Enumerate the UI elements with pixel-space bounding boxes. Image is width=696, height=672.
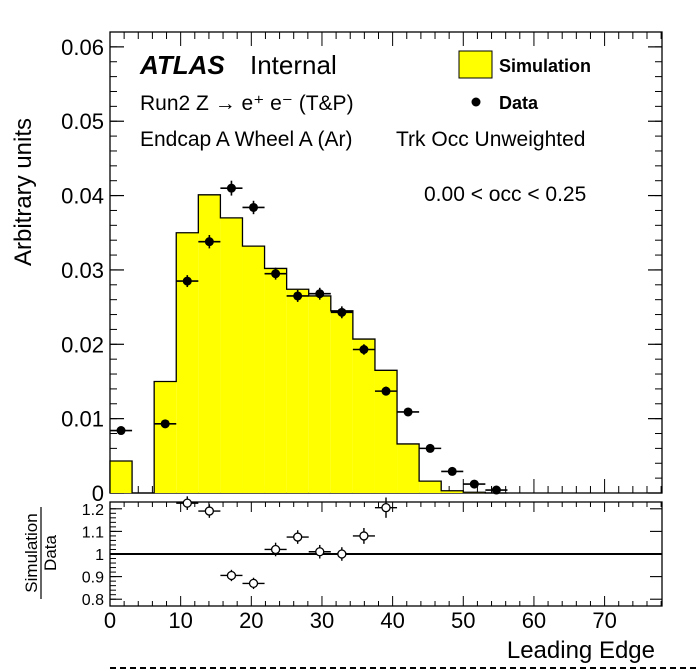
ratio-point [359, 531, 369, 541]
ratio-y-tick-label: 0.8 [82, 592, 104, 609]
simulation-bin [110, 461, 133, 493]
ratio-point [270, 544, 281, 555]
atlas-label: ATLAS [139, 50, 225, 80]
ratio-point [315, 547, 325, 557]
simulation-bin [264, 268, 287, 493]
run-label: Run2 Z → e⁺ e⁻ (T&P) [140, 92, 354, 115]
x-tick-label: 10 [168, 608, 192, 633]
x-tick-label: 40 [380, 608, 404, 633]
data-point [116, 426, 126, 436]
data-point [160, 419, 170, 429]
ratio-points [176, 496, 398, 590]
occupancy-type-label: Trk Occ Unweighted [396, 128, 585, 151]
region-label: Endcap A Wheel A (Ar) [140, 128, 352, 151]
ratio-point [182, 498, 192, 508]
ratio-point [226, 570, 237, 581]
data-point [337, 307, 347, 317]
x-tick-label: 20 [239, 608, 263, 633]
legend: Simulation Data [458, 50, 591, 113]
simulation-bin [441, 490, 464, 493]
ratio-y-title: Simulation Data [22, 507, 60, 599]
simulation-bin [286, 289, 309, 493]
x-tick-label: 60 [522, 608, 546, 633]
simulation-bin [397, 443, 420, 493]
ratio-point [204, 506, 215, 516]
ratio-axis-ticks [109, 502, 662, 606]
simulation-bin [330, 310, 353, 493]
main-y-tick-labels: 0 0.01 0.02 0.03 0.04 0.05 0.06 [61, 35, 104, 506]
main-plot: 0 0.01 0.02 0.03 0.04 0.05 0.06 Arbitrary unit… [10, 31, 663, 506]
data-point [226, 183, 236, 193]
ratio-y-tick-label: 0.9 [82, 570, 104, 587]
ratio-y-tick-label: 1.1 [82, 524, 104, 541]
data-points [110, 180, 508, 495]
x-tick-label: 50 [451, 608, 475, 633]
simulation-bin [242, 246, 265, 493]
internal-label: Internal [250, 50, 337, 80]
simulation-bin [220, 217, 243, 494]
ratio-plot: 0.8 0.9 1 1.1 1.2 0 10 20 30 40 50 60 70 Simulation… [22, 496, 663, 664]
data-point [359, 344, 369, 354]
legend-data-marker [471, 97, 481, 107]
data-point [447, 466, 457, 476]
ratio-point [381, 503, 391, 513]
data-point [204, 237, 214, 247]
ratio-y-tick-label: 1.2 [82, 502, 104, 519]
ratio-y-tick-label: 1 [95, 547, 104, 564]
ratio-y-title-bottom: Data [41, 535, 60, 571]
data-point [249, 202, 259, 212]
legend-simulation-label: Simulation [499, 56, 591, 76]
main-y-tick-label: 0.05 [61, 109, 104, 134]
simulation-bin [374, 370, 398, 493]
data-point [403, 407, 413, 417]
data-point [271, 269, 281, 279]
simulation-histogram [109, 194, 508, 494]
data-point [315, 289, 325, 299]
main-y-tick-label: 0.01 [61, 407, 104, 432]
main-y-tick-label: 0.04 [61, 184, 104, 209]
ratio-point [337, 549, 347, 559]
main-y-tick-label: 0.02 [61, 332, 104, 357]
data-point [293, 291, 303, 301]
y-axis-title: Arbitrary units [10, 118, 37, 266]
data-point [425, 443, 435, 453]
simulation-bin [419, 481, 442, 493]
ratio-y-tick-labels: 0.8 0.9 1 1.1 1.2 [82, 502, 104, 609]
x-axis-title: Leading Edge [507, 637, 655, 664]
x-tick-label: 0 [104, 608, 116, 633]
data-point [469, 479, 479, 489]
x-tick-label: 70 [592, 608, 616, 633]
main-y-tick-label: 0.06 [61, 35, 104, 60]
data-point [182, 276, 192, 286]
x-tick-label: 30 [310, 608, 334, 633]
x-tick-labels: 0 10 20 30 40 50 60 70 [104, 608, 617, 633]
ratio-point [248, 578, 259, 589]
ratio-y-title-top: Simulation [22, 513, 41, 592]
simulation-bin [154, 381, 177, 493]
legend-data-label: Data [499, 93, 539, 113]
ratio-point [293, 532, 303, 542]
simulation-bin [176, 232, 199, 494]
simulation-bin [352, 339, 375, 493]
data-point [491, 485, 501, 495]
occupancy-range-label: 0.00 < occ < 0.25 [424, 183, 586, 206]
simulation-bin [198, 194, 221, 493]
simulation-bin [308, 295, 331, 493]
data-point [381, 386, 391, 396]
simulation-outline [109, 194, 508, 494]
main-y-tick-label: 0.03 [61, 258, 104, 283]
legend-simulation-swatch [458, 50, 493, 79]
main-y-tick-label: 0 [92, 481, 104, 506]
